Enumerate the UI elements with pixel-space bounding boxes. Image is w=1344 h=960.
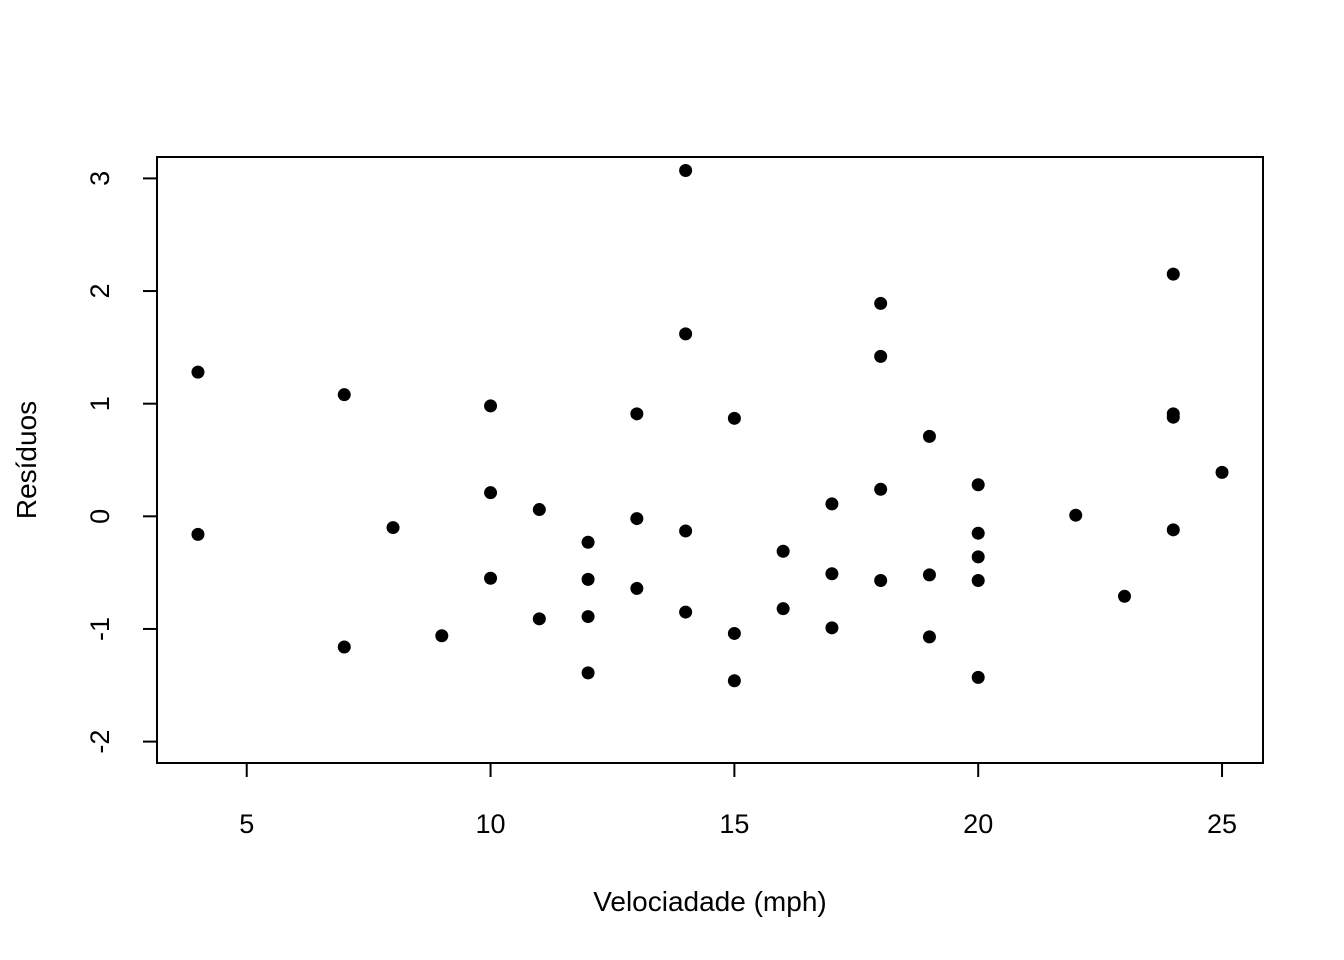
data-point: [727, 626, 741, 640]
data-point: [825, 567, 839, 581]
data-point: [727, 674, 741, 688]
data-point: [484, 486, 498, 500]
y-tick-label: -1: [85, 617, 115, 641]
data-point: [484, 571, 498, 585]
data-point: [630, 512, 644, 526]
x-tick-label: 25: [1207, 809, 1237, 839]
y-tick-label: 1: [85, 396, 115, 411]
y-axis: -2 -1 0 1 2 3: [85, 171, 158, 754]
data-point: [337, 388, 351, 402]
data-points: [191, 164, 1229, 688]
data-point: [971, 526, 985, 540]
x-axis-label: Velociadade (mph): [593, 886, 826, 917]
data-point: [825, 497, 839, 511]
data-point: [435, 629, 449, 643]
data-point: [971, 550, 985, 564]
data-point: [679, 327, 693, 341]
y-tick-label: -2: [85, 730, 115, 754]
data-point: [532, 612, 546, 626]
data-point: [1166, 523, 1180, 537]
x-tick-label: 20: [963, 809, 993, 839]
x-axis: 5 10 15 20 25: [239, 762, 1237, 839]
data-point: [1215, 465, 1229, 479]
data-point: [581, 572, 595, 586]
data-point: [874, 574, 888, 588]
data-point: [630, 581, 644, 595]
data-point: [922, 568, 936, 582]
data-point: [874, 349, 888, 363]
data-point: [679, 164, 693, 178]
data-point: [581, 535, 595, 549]
y-tick-label: 2: [85, 284, 115, 299]
data-point: [971, 574, 985, 588]
x-tick-label: 5: [239, 809, 254, 839]
data-point: [727, 411, 741, 425]
data-point: [484, 399, 498, 413]
data-point: [630, 407, 644, 421]
plot-frame: [156, 156, 1264, 764]
data-point: [1069, 508, 1083, 522]
data-point: [1166, 267, 1180, 281]
data-point: [337, 640, 351, 654]
x-tick-label: 10: [476, 809, 506, 839]
data-point: [971, 670, 985, 684]
x-tick-label: 15: [719, 809, 749, 839]
data-point: [776, 544, 790, 558]
y-tick-label: 3: [85, 171, 115, 186]
data-point: [825, 621, 839, 635]
y-tick-label: 0: [85, 509, 115, 524]
data-point: [1166, 410, 1180, 424]
data-point: [581, 666, 595, 680]
data-point: [971, 478, 985, 492]
data-point: [679, 605, 693, 619]
data-point: [581, 610, 595, 624]
data-point: [874, 482, 888, 496]
data-point: [679, 524, 693, 538]
data-point: [874, 296, 888, 310]
data-point: [191, 527, 205, 541]
data-point: [922, 429, 936, 443]
data-point: [532, 503, 546, 517]
data-point: [922, 630, 936, 644]
data-point: [776, 602, 790, 616]
y-axis-label: Resíduos: [11, 401, 42, 519]
data-point: [386, 521, 400, 535]
data-point: [191, 365, 205, 379]
data-point: [1118, 589, 1132, 603]
